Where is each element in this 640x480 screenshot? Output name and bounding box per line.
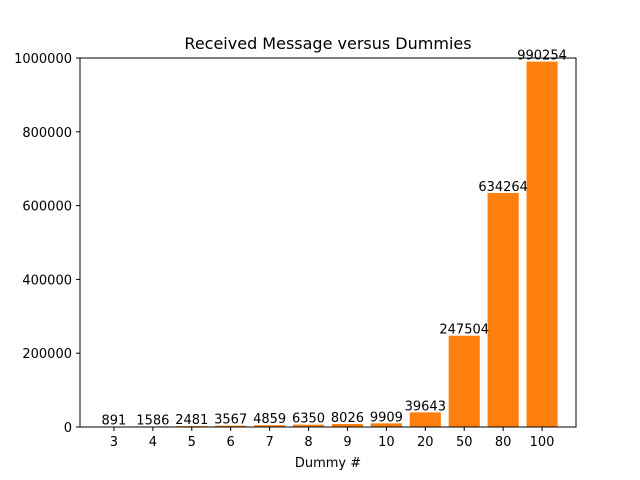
- bar-100: [526, 61, 558, 427]
- bar-7: [254, 425, 286, 427]
- bar-8: [292, 424, 325, 427]
- bar-10: [370, 423, 402, 427]
- y-tick-label: 0: [64, 421, 72, 436]
- bar-80: [487, 192, 519, 427]
- x-tick-label: 6: [227, 435, 235, 450]
- x-tick-label: 9: [343, 435, 351, 450]
- x-tick-label: 10: [378, 435, 395, 450]
- data-label-7: 4859: [253, 412, 286, 427]
- x-tick-label: 5: [188, 435, 196, 450]
- x-axis-ticks: 3 4 5 6 7 8 9 10 20 50 80 100: [110, 427, 555, 450]
- data-label-80: 634264: [478, 180, 528, 195]
- data-label-10: 9909: [370, 410, 403, 425]
- data-label-8: 6350: [292, 412, 325, 427]
- x-tick-label: 7: [265, 435, 273, 450]
- bar-20: [409, 412, 441, 427]
- y-tick-label: 600000: [22, 200, 72, 215]
- bar-6: [215, 425, 247, 427]
- bars-group: [98, 61, 558, 427]
- y-tick-label: 400000: [22, 273, 72, 288]
- data-label-50: 247504: [439, 323, 489, 338]
- chart-title: Received Message versus Dummies: [184, 34, 471, 53]
- x-tick-label: 4: [149, 435, 157, 450]
- data-label-100: 990254: [517, 49, 567, 64]
- data-label-3: 891: [102, 414, 127, 429]
- x-tick-label: 80: [495, 435, 512, 450]
- y-axis-ticks: 0 200000 400000 600000 800000 1000000: [14, 52, 80, 436]
- x-tick-label: 100: [530, 435, 555, 450]
- bar-50: [448, 335, 480, 427]
- bar-9: [331, 424, 364, 427]
- y-tick-label: 200000: [22, 347, 72, 362]
- x-tick-label: 8: [304, 435, 312, 450]
- y-tick-label: 1000000: [14, 52, 72, 67]
- data-label-4: 1586: [136, 413, 169, 428]
- y-tick-label: 800000: [22, 126, 72, 141]
- x-tick-label: 20: [417, 435, 434, 450]
- data-label-6: 3567: [214, 413, 247, 428]
- data-label-20: 39643: [405, 399, 446, 414]
- data-label-9: 8026: [331, 411, 364, 426]
- plot-frame: [79, 57, 577, 428]
- x-tick-label: 3: [110, 435, 118, 450]
- x-tick-label: 50: [456, 435, 473, 450]
- x-axis-label: Dummy #: [295, 456, 361, 471]
- data-label-5: 2481: [175, 413, 208, 428]
